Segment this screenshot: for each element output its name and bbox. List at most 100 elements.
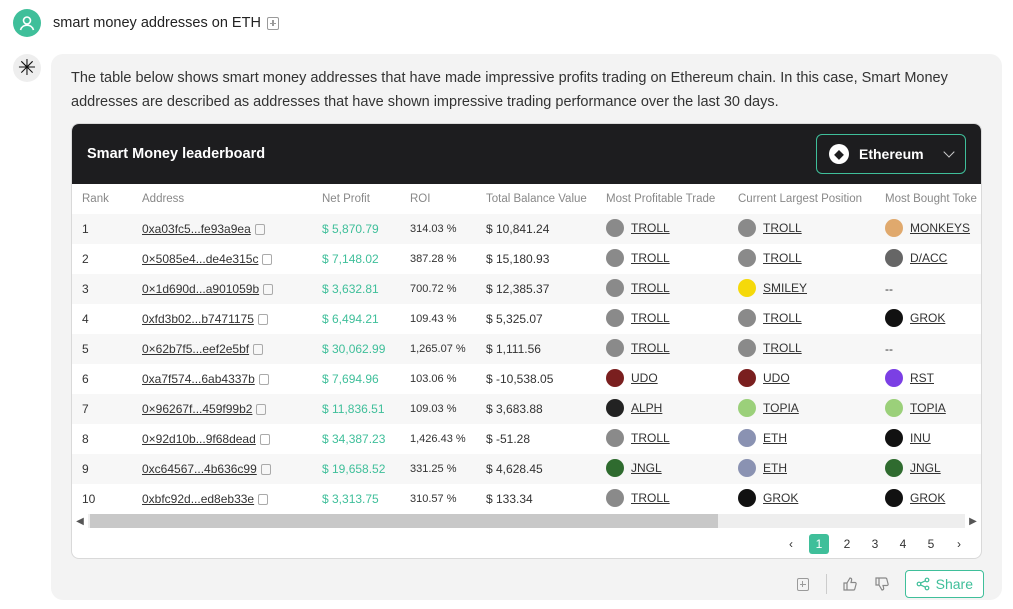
token-link[interactable]: TROLL — [738, 338, 802, 357]
share-button[interactable]: Share — [904, 570, 984, 598]
page-button[interactable]: 2 — [843, 537, 851, 551]
prev-page-icon[interactable]: ‹ — [789, 537, 793, 551]
token-icon — [885, 398, 903, 417]
address-link[interactable]: 0×92d10b...9f68dead — [142, 432, 256, 446]
address-link[interactable]: 0×96267f...459f99b2 — [142, 402, 253, 416]
token-link[interactable]: JNGL — [885, 458, 941, 477]
token-name[interactable]: TROLL — [631, 430, 670, 445]
copy-icon[interactable] — [266, 16, 279, 30]
token-link[interactable]: GROK — [885, 308, 946, 327]
address-link[interactable]: 0×1d690d...a901059b — [142, 282, 260, 296]
token-icon — [885, 488, 903, 507]
address-link[interactable]: 0xa03fc5...fe93a9ea — [142, 222, 251, 236]
token-name[interactable]: TROLL — [631, 280, 670, 295]
chain-select[interactable]: ◆ Ethereum — [816, 134, 966, 174]
token-name[interactable]: UDO — [631, 370, 658, 385]
token-link[interactable]: ETH — [738, 458, 787, 477]
token-link[interactable]: TROLL — [606, 428, 670, 447]
token-link[interactable]: SMILEY — [738, 278, 808, 297]
token-link[interactable]: ETH — [738, 428, 787, 447]
token-name[interactable]: TOPIA — [910, 400, 946, 415]
copy-icon[interactable] — [263, 284, 274, 296]
token-link[interactable]: TROLL — [738, 308, 802, 327]
token-link[interactable]: TOPIA — [885, 398, 946, 417]
token-name[interactable]: TROLL — [763, 340, 802, 355]
copy-icon[interactable] — [259, 434, 270, 446]
token-name[interactable]: TROLL — [631, 310, 670, 325]
address-link[interactable]: 0xc64567...4b636c99 — [142, 462, 257, 476]
copy-icon[interactable] — [260, 464, 271, 476]
token-name[interactable]: D/ACC — [910, 250, 948, 265]
token-link[interactable]: TROLL — [738, 218, 802, 237]
token-link[interactable]: GROK — [738, 488, 799, 507]
horizontal-scrollbar[interactable]: ◀ ▶ — [72, 513, 981, 529]
token-name[interactable]: GROK — [763, 490, 799, 505]
copy-icon[interactable] — [254, 224, 265, 236]
token-name[interactable]: SMILEY — [763, 280, 808, 295]
token-link[interactable]: ALPH — [606, 398, 663, 417]
token-link[interactable]: TROLL — [606, 218, 670, 237]
copy-icon[interactable] — [257, 314, 268, 326]
next-page-icon[interactable]: › — [957, 537, 961, 551]
token-name[interactable]: TROLL — [763, 250, 802, 265]
token-link[interactable]: TOPIA — [738, 398, 799, 417]
token-link[interactable]: TROLL — [606, 248, 670, 267]
token-name[interactable]: GROK — [910, 310, 946, 325]
address-link[interactable]: 0xa7f574...6ab4337b — [142, 372, 255, 386]
address-cell: 0×5085e4...de4e315c — [132, 244, 312, 274]
token-name[interactable]: TROLL — [763, 310, 802, 325]
token-link[interactable]: MONKEYS — [885, 218, 971, 237]
token-link[interactable]: TROLL — [606, 488, 670, 507]
scroll-thumb[interactable] — [90, 514, 718, 528]
token-name[interactable]: TROLL — [631, 340, 670, 355]
address-link[interactable]: 0×62b7f5...eef2e5bf — [142, 342, 250, 356]
token-link[interactable]: TROLL — [606, 278, 670, 297]
token-name[interactable]: MONKEYS — [910, 220, 971, 235]
token-name[interactable]: TROLL — [631, 490, 670, 505]
thumbs-up-icon[interactable] — [841, 575, 859, 593]
token-name[interactable]: INU — [910, 430, 931, 445]
token-name[interactable]: TROLL — [763, 220, 802, 235]
table-row: 9 0xc64567...4b636c99 $ 19,658.52 331.25… — [72, 454, 981, 484]
token-name[interactable]: TROLL — [631, 220, 670, 235]
token-name[interactable]: GROK — [910, 490, 946, 505]
token-link[interactable]: GROK — [885, 488, 946, 507]
token-link[interactable]: JNGL — [606, 458, 662, 477]
copy-icon[interactable] — [253, 344, 264, 356]
token-name[interactable]: TROLL — [631, 250, 670, 265]
address-link[interactable]: 0xfd3b02...b7471175 — [142, 312, 254, 326]
table-row: 8 0×92d10b...9f68dead $ 34,387.23 1,426.… — [72, 424, 981, 454]
page-button[interactable]: 3 — [871, 537, 879, 551]
token-name[interactable]: JNGL — [631, 460, 662, 475]
address-link[interactable]: 0xbfc92d...ed8eb33e — [142, 492, 255, 506]
token-link[interactable]: UDO — [738, 368, 790, 387]
copy-answer-icon[interactable] — [794, 575, 812, 593]
token-name[interactable]: UDO — [763, 370, 790, 385]
token-name[interactable]: TOPIA — [763, 400, 799, 415]
address-link[interactable]: 0×5085e4...de4e315c — [142, 252, 259, 266]
token-name[interactable]: ETH — [763, 430, 787, 445]
token-name[interactable]: JNGL — [910, 460, 941, 475]
copy-icon[interactable] — [258, 494, 269, 506]
copy-icon[interactable] — [262, 254, 273, 266]
token-link[interactable]: TROLL — [606, 338, 670, 357]
page-button[interactable]: 5 — [927, 537, 935, 551]
page-button[interactable]: 4 — [899, 537, 907, 551]
balance-cell: $ 3,683.88 — [476, 394, 596, 424]
token-link[interactable]: INU — [885, 428, 931, 447]
page-button[interactable]: 1 — [809, 534, 829, 554]
token-name[interactable]: RST — [910, 370, 934, 385]
thumbs-down-icon[interactable] — [873, 575, 891, 593]
scroll-right-icon[interactable]: ▶ — [969, 515, 977, 527]
copy-icon[interactable] — [258, 374, 269, 386]
token-link[interactable]: TROLL — [606, 308, 670, 327]
scroll-left-icon[interactable]: ◀ — [76, 515, 84, 527]
token-link[interactable]: UDO — [606, 368, 658, 387]
token-link[interactable]: RST — [885, 368, 934, 387]
token-link[interactable]: D/ACC — [885, 248, 948, 267]
token-link[interactable]: TROLL — [738, 248, 802, 267]
token-name[interactable]: ETH — [763, 460, 787, 475]
scroll-track[interactable] — [88, 514, 965, 528]
copy-icon[interactable] — [256, 404, 267, 416]
token-name[interactable]: ALPH — [631, 400, 663, 415]
